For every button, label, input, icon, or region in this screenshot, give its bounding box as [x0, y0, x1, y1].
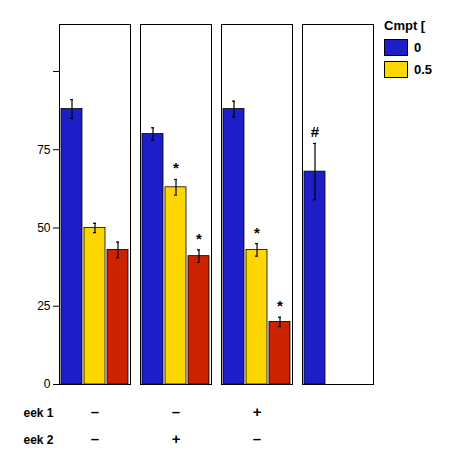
svg-text:#: # — [311, 123, 320, 140]
svg-text:*: * — [196, 230, 202, 247]
svg-text:+: + — [253, 403, 262, 420]
html-text:Cmpt [: Cmpt [ — [384, 18, 426, 33]
html-text:0: 0 — [414, 40, 422, 55]
svg-text:*: * — [254, 224, 260, 241]
svg-text:75: 75 — [37, 143, 51, 157]
svg-text:–: – — [91, 403, 99, 420]
html-text:0.5: 0.5 — [414, 62, 433, 77]
svg-text:eek 1: eek 1 — [23, 406, 53, 420]
svg-text:*: * — [277, 297, 283, 314]
svg-text:25: 25 — [37, 299, 51, 313]
svg-text:+: + — [172, 430, 181, 447]
svg-text:*: * — [173, 159, 179, 176]
svg-text:–: – — [172, 403, 180, 420]
svg-text:–: – — [91, 430, 99, 447]
svg-text:–: – — [253, 430, 261, 447]
svg-text:50: 50 — [37, 221, 51, 235]
svg-text:eek 2: eek 2 — [23, 433, 53, 447]
svg-text:0: 0 — [44, 377, 51, 391]
